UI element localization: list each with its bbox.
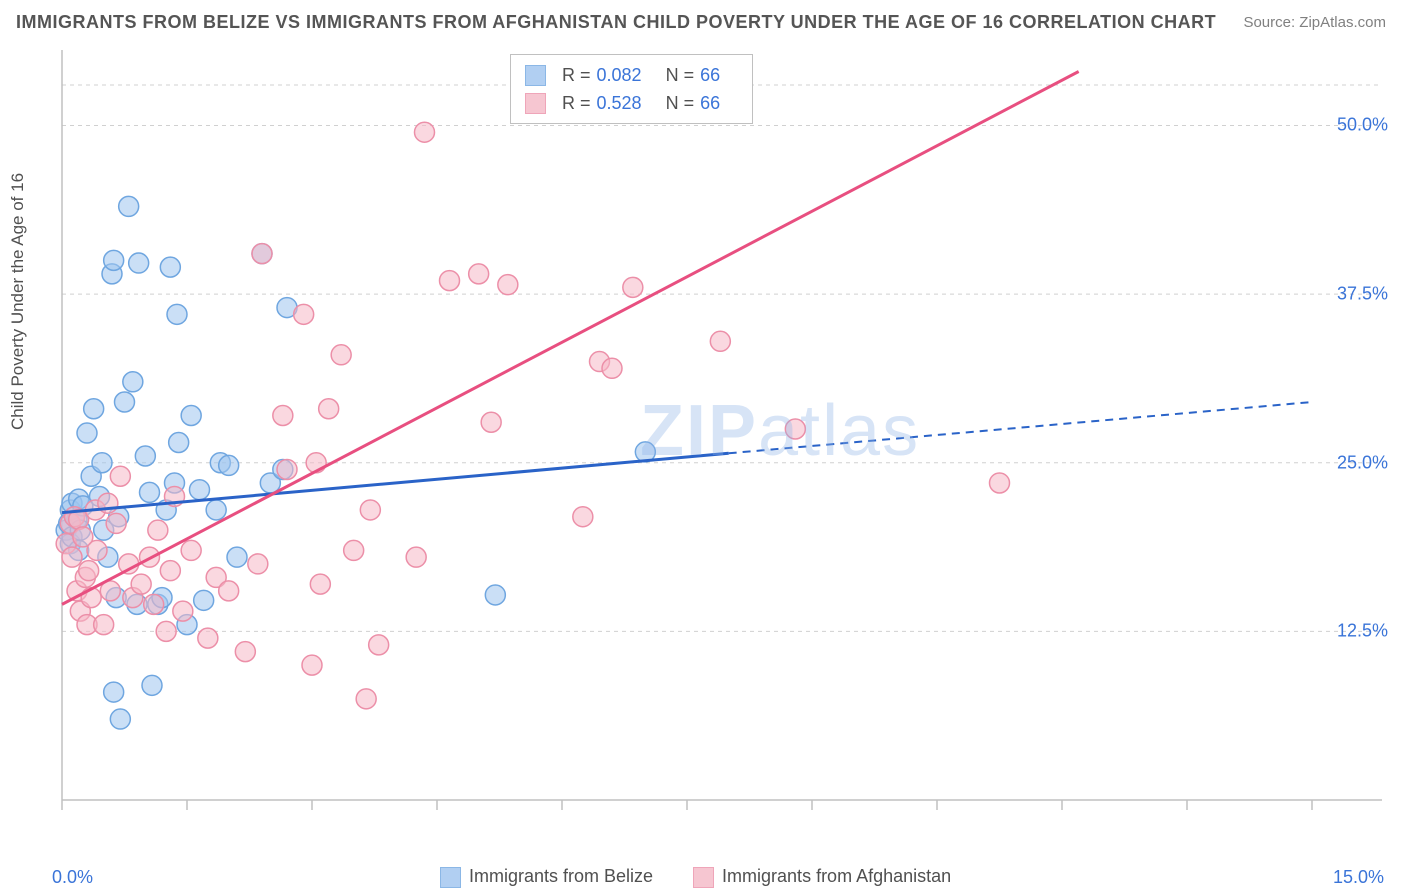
- stats-swatch-icon: [525, 65, 546, 86]
- scatter-plot: [52, 50, 1382, 830]
- source-attribution: Source: ZipAtlas.com: [1243, 14, 1386, 31]
- y-tick-label: 50.0%: [1337, 115, 1388, 136]
- x-axis-max-label: 15.0%: [1333, 867, 1384, 888]
- n-label: N =: [666, 89, 695, 117]
- stats-row-belize: R = 0.082 N = 66: [525, 61, 738, 89]
- stats-swatch-icon: [525, 93, 546, 114]
- r-value: 0.082: [597, 61, 642, 89]
- n-value: 66: [700, 61, 720, 89]
- r-label: R =: [562, 61, 591, 89]
- stats-row-afghanistan: R = 0.528 N = 66: [525, 89, 738, 117]
- n-value: 66: [700, 89, 720, 117]
- legend-swatch-icon: [440, 867, 461, 888]
- legend-swatch-icon: [693, 867, 714, 888]
- legend-label: Immigrants from Belize: [469, 866, 653, 886]
- r-value: 0.528: [597, 89, 642, 117]
- y-tick-label: 12.5%: [1337, 621, 1388, 642]
- y-axis-label: Child Poverty Under the Age of 16: [8, 173, 28, 430]
- x-axis-min-label: 0.0%: [52, 867, 93, 888]
- y-tick-label: 37.5%: [1337, 284, 1388, 305]
- legend-item-belize: Immigrants from Belize: [440, 866, 653, 888]
- n-label: N =: [666, 61, 695, 89]
- correlation-stats-box: R = 0.082 N = 66 R = 0.528 N = 66: [510, 54, 753, 124]
- r-label: R =: [562, 89, 591, 117]
- chart-title: IMMIGRANTS FROM BELIZE VS IMMIGRANTS FRO…: [16, 12, 1216, 33]
- legend-item-afghanistan: Immigrants from Afghanistan: [693, 866, 951, 888]
- legend-label: Immigrants from Afghanistan: [722, 866, 951, 886]
- y-tick-label: 25.0%: [1337, 452, 1388, 473]
- series-legend: Immigrants from Belize Immigrants from Af…: [440, 866, 951, 888]
